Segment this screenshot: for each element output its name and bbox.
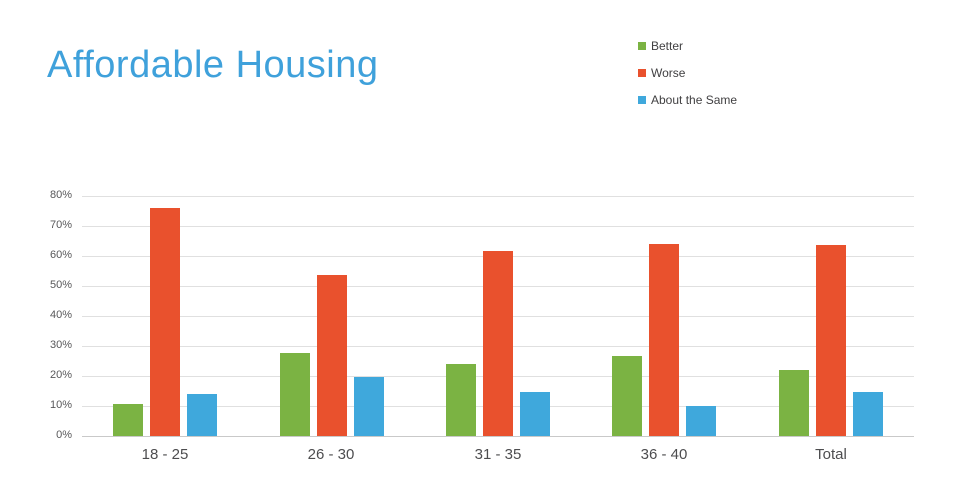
legend-label: Worse [651, 66, 686, 80]
y-tick-label-40: 40% [49, 309, 72, 321]
bar-about-the-same-36-40 [686, 406, 716, 436]
legend: Better Worse About the Same [638, 40, 737, 121]
legend-item-about-the-same: About the Same [638, 94, 737, 106]
y-tick-label-80: 80% [49, 189, 72, 201]
bar-better-total [779, 370, 809, 436]
x-axis-line [82, 436, 914, 437]
x-axis-label-total: Total [815, 446, 847, 463]
x-axis-label-26-30: 26 - 30 [307, 446, 355, 463]
legend-label: About the Same [651, 93, 738, 107]
y-tick-label-10: 10% [49, 399, 72, 411]
bar-worse-26-30 [317, 275, 347, 436]
y-tick-label-0: 0% [56, 429, 72, 441]
x-axis-label-18-25: 18 - 25 [141, 446, 189, 463]
legend-item-worse: Worse [638, 67, 737, 79]
x-axis-label-31-35: 31 - 35 [474, 446, 522, 463]
gridline-80 [82, 196, 914, 197]
bar-worse-total [816, 245, 846, 436]
x-axis-label-36-40: 36 - 40 [640, 446, 688, 463]
gridline-70 [82, 226, 914, 227]
legend-swatch-worse [638, 69, 646, 77]
bar-worse-36-40 [649, 244, 679, 436]
y-tick-label-20: 20% [49, 369, 72, 381]
bar-about-the-same-26-30 [354, 377, 384, 436]
legend-swatch-about-the-same [638, 96, 646, 104]
bar-about-the-same-31-35 [520, 392, 550, 436]
legend-swatch-better [638, 42, 646, 50]
y-tick-label-30: 30% [49, 339, 72, 351]
y-tick-label-50: 50% [49, 279, 72, 291]
legend-label: Better [651, 39, 684, 53]
bar-about-the-same-18-25 [187, 394, 217, 436]
legend-item-better: Better [638, 40, 737, 52]
bar-better-18-25 [113, 404, 143, 436]
bar-better-26-30 [280, 353, 310, 436]
bar-better-31-35 [446, 364, 476, 436]
y-tick-label-60: 60% [49, 249, 72, 261]
bar-about-the-same-total [853, 392, 883, 436]
bar-worse-31-35 [483, 251, 513, 436]
y-tick-label-70: 70% [49, 219, 72, 231]
bar-worse-18-25 [150, 208, 180, 436]
chart-title: Affordable Housing [47, 44, 379, 86]
bar-better-36-40 [612, 356, 642, 436]
